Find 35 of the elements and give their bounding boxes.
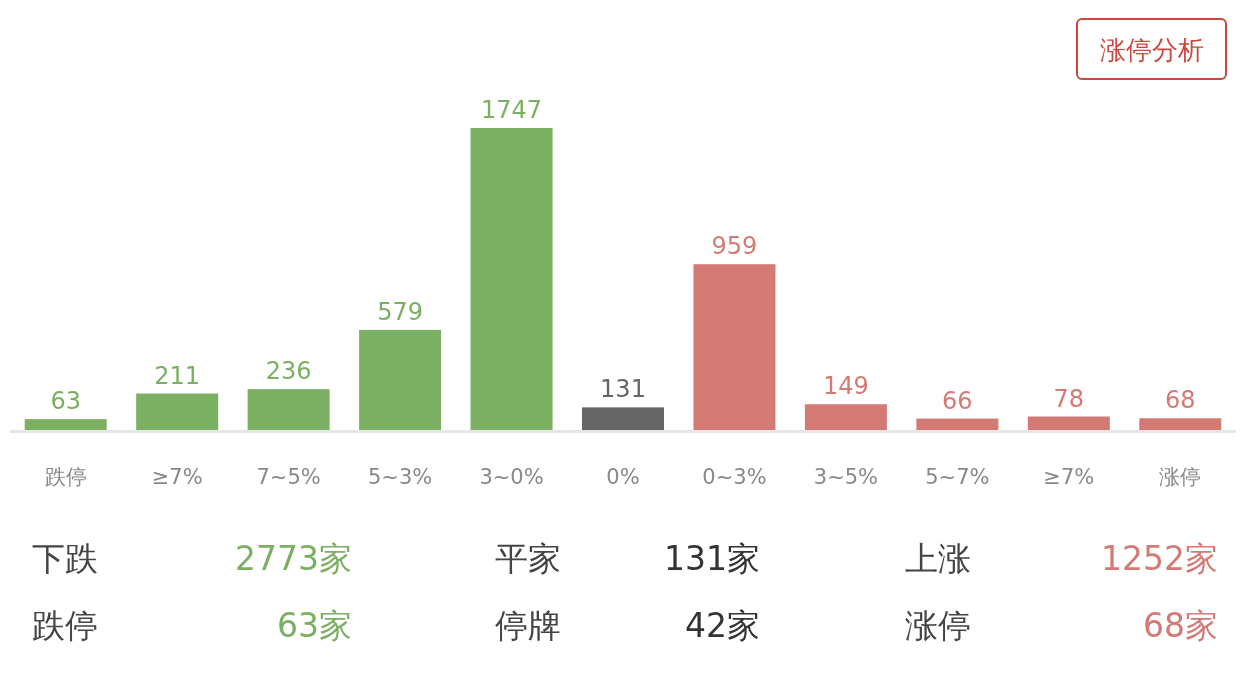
x-tick-label: ≥7% xyxy=(1043,465,1095,489)
text: 68家 xyxy=(1143,606,1218,645)
data-label: 236 xyxy=(265,357,312,386)
data-label: 66 xyxy=(942,386,973,415)
data-label: 63 xyxy=(50,387,81,416)
text: 42家 xyxy=(685,606,760,645)
x-tick-label: 3~5% xyxy=(813,465,879,489)
data-label: 68 xyxy=(1165,386,1196,415)
x-tick-label: 0% xyxy=(606,465,640,489)
x-tick-label: 0~3% xyxy=(702,465,767,489)
data-label: 1747 xyxy=(481,96,543,124)
data-label: 131 xyxy=(600,375,646,404)
text: 下跌 xyxy=(32,539,98,578)
x-tick-label: 跌停 xyxy=(44,465,87,489)
text: 跌停 xyxy=(32,606,98,645)
x-tick-label: ≥7% xyxy=(151,465,203,489)
text: 平家 xyxy=(495,539,561,578)
text: 停牌 xyxy=(495,606,561,645)
data-label: 149 xyxy=(823,372,869,401)
text: 2773家 xyxy=(235,539,352,578)
x-tick-label: 3~0% xyxy=(479,465,544,489)
data-label: 959 xyxy=(711,232,758,261)
x-tick-label: 涨停 xyxy=(1159,465,1202,489)
text: 131家 xyxy=(664,539,760,578)
x-tick-label: 5~7% xyxy=(925,465,990,489)
text: 1252家 xyxy=(1101,539,1218,578)
x-tick-label: 5~3% xyxy=(367,465,433,489)
data-label: 211 xyxy=(154,361,201,390)
data-label: 579 xyxy=(377,297,423,326)
text: 涨停分析 xyxy=(1099,35,1204,65)
data-label: 78 xyxy=(1053,384,1085,413)
text: 涨停 xyxy=(905,606,971,645)
text: 63家 xyxy=(277,606,352,645)
text: 上涨 xyxy=(905,539,971,578)
x-tick-label: 7~5% xyxy=(256,465,321,489)
